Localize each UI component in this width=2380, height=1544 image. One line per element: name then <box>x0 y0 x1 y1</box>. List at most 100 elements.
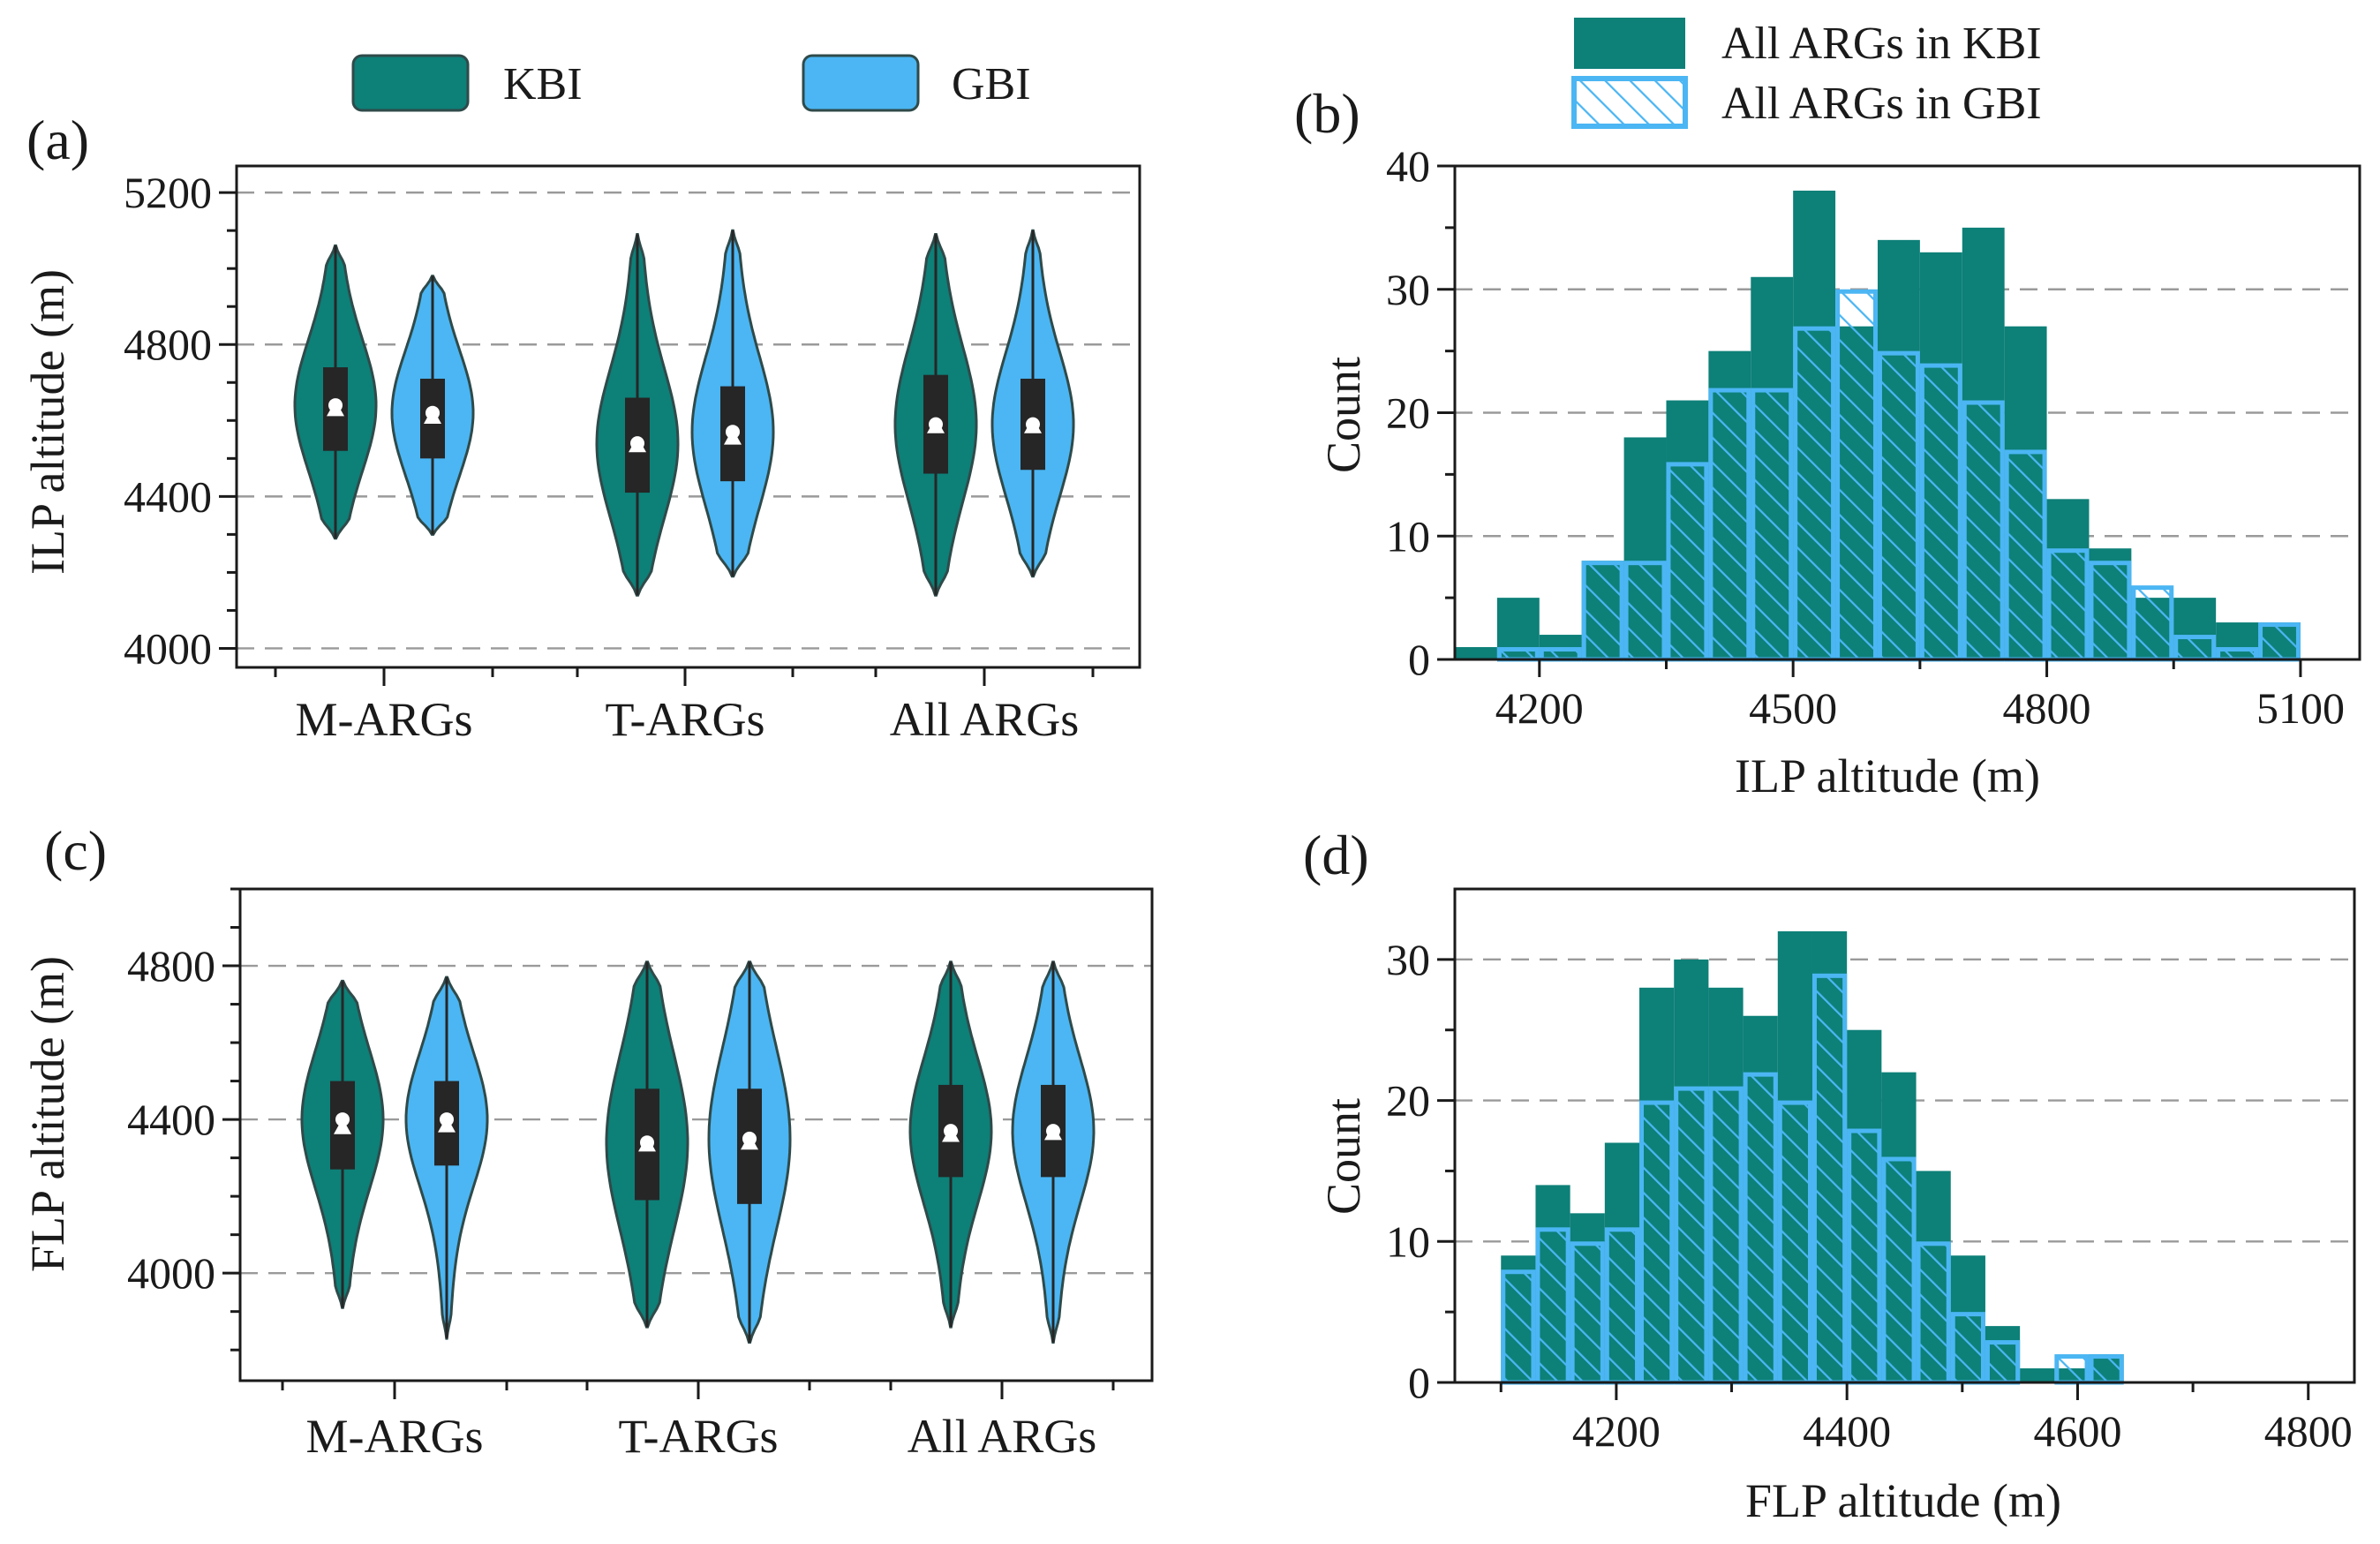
panel-d-frame <box>1453 887 2356 1384</box>
panel-b-ylabel: Count <box>1317 357 1370 473</box>
panel-a-axes: 4000 4400 4800 5200 M-ARGs T-ARGs All ARGs <box>124 168 1095 746</box>
y-tick-label: 10 <box>1386 1216 1430 1266</box>
mean-marker <box>327 400 344 417</box>
mean-marker <box>927 417 945 433</box>
mean-marker <box>1044 1124 1062 1141</box>
panel-b-bars <box>1455 190 2301 662</box>
x-tick-label: 4600 <box>2033 1406 2121 1456</box>
bar-gbi <box>1539 647 1582 662</box>
bar-gbi <box>2258 622 2301 662</box>
x-tick-label: 4200 <box>1572 1406 1661 1456</box>
panel-c-frame <box>238 887 1154 1382</box>
panel-b-label: (b) <box>1294 82 1360 145</box>
x-tick-label: All ARGs <box>908 1410 1097 1463</box>
bar-gbi <box>2089 561 2132 662</box>
y-tick-label: 10 <box>1386 511 1430 561</box>
bar-gbi <box>1835 289 1878 662</box>
y-tick-label: 0 <box>1408 1358 1430 1407</box>
y-tick-label: 30 <box>1386 265 1430 314</box>
bar-gbi <box>1674 1086 1709 1385</box>
bar-gbi <box>1535 1227 1570 1385</box>
bar-gbi <box>1793 326 1836 662</box>
y-tick-label: 40 <box>1386 141 1430 191</box>
x-tick-label: T-ARGs <box>605 693 764 746</box>
legend-hist-gbi-swatch <box>1571 76 1688 129</box>
panel-a-frame <box>235 164 1141 669</box>
panel-d-axes: 0 10 20 30 4200 4400 4600 4800 <box>1386 935 2353 1456</box>
y-tick-label: 4400 <box>127 1095 215 1144</box>
x-tick-label: 4400 <box>1803 1406 1891 1456</box>
legend-gbi-label: GBI <box>952 59 1031 109</box>
panel-a-ylabel: ILP altitude (m) <box>21 269 74 575</box>
bar-gbi <box>1581 561 1624 662</box>
y-tick-label: 0 <box>1408 635 1430 684</box>
legend-gbi-swatch <box>802 54 920 112</box>
legend-kbi-swatch <box>351 54 470 112</box>
mean-marker <box>1024 417 1042 433</box>
y-tick-label: 4000 <box>124 623 212 673</box>
bar-gbi <box>2089 1354 2124 1385</box>
x-tick-label: 4200 <box>1495 683 1584 733</box>
bar-gbi <box>1811 973 1848 1385</box>
panel-d-label: (d) <box>1303 824 1369 886</box>
bar-gbi <box>1623 561 1667 662</box>
violin-legend: KBI GBI <box>351 54 1031 112</box>
x-tick-label: T-ARGs <box>618 1410 778 1463</box>
x-tick-label: M-ARGs <box>305 1410 483 1463</box>
bar-gbi <box>1708 1086 1744 1385</box>
panel-c-axes: 4000 4400 4800 M-ARGs T-ARGs All ARGs <box>127 887 1115 1463</box>
y-tick-label: 4800 <box>127 941 215 990</box>
bar-gbi <box>1570 1241 1605 1385</box>
histogram-legend: All ARGs in KBI All ARGs in GBI <box>1571 18 2042 129</box>
bar-gbi <box>1916 1241 1951 1385</box>
x-tick-label: 4500 <box>1749 683 1837 733</box>
y-tick-label: 30 <box>1386 935 1430 984</box>
mean-marker <box>334 1118 351 1134</box>
mean-marker <box>741 1134 758 1150</box>
bar-gbi <box>1496 647 1540 662</box>
panel-d-ylabel: Count <box>1317 1098 1370 1215</box>
panel-b-xlabel: ILP altitude (m) <box>1735 749 2040 802</box>
y-tick-label: 4800 <box>124 320 212 369</box>
bar-gbi <box>1877 350 1920 662</box>
panel-d-histogram: (d) Count FLP altitude (m) 0 10 20 30 4200 44… <box>1303 824 2356 1527</box>
bar-gbi <box>2046 548 2090 662</box>
bar-gbi <box>2131 585 2174 662</box>
panel-c-violins <box>300 960 1096 1344</box>
panel-b-axes: 0 10 20 30 40 4200 4500 4800 5100 <box>1386 141 2345 733</box>
mean-marker <box>629 436 646 453</box>
panel-d-xlabel: FLP altitude (m) <box>1745 1474 2061 1527</box>
legend-hist-kbi-swatch <box>1574 18 1685 69</box>
y-tick-label: 5200 <box>124 168 212 217</box>
mean-marker <box>438 1116 456 1133</box>
y-tick-label: 20 <box>1386 1076 1430 1126</box>
bar-gbi <box>2054 1354 2090 1385</box>
bar-gbi <box>1919 363 1962 662</box>
panel-c-gridlines <box>240 964 1152 1275</box>
bar-gbi <box>1743 1072 1778 1385</box>
bar-gbi <box>2004 449 2047 662</box>
bar-gbi <box>1985 1340 2021 1385</box>
x-tick-label: 5100 <box>2256 683 2345 733</box>
x-tick-label: M-ARGs <box>295 693 472 746</box>
mean-marker <box>638 1135 656 1152</box>
bar-gbi <box>1962 400 2005 662</box>
y-tick-label: 4400 <box>124 471 212 521</box>
legend-hist-gbi-label: All ARGs in GBI <box>1721 79 2042 129</box>
x-tick-label: All ARGs <box>890 693 1080 746</box>
mean-marker <box>942 1126 960 1142</box>
panel-c-label: (c) <box>44 819 107 882</box>
bar-kbi <box>2020 1368 2055 1382</box>
bar-gbi <box>1708 388 1751 662</box>
bar-gbi <box>1881 1156 1917 1385</box>
bar-gbi <box>1501 1269 1536 1385</box>
panel-c-violin: (c) FLP altitude (m) 4000 4400 4800 M-ARGs T… <box>21 819 1154 1463</box>
bar-gbi <box>1777 1100 1812 1385</box>
mean-marker <box>724 428 742 445</box>
panel-a-violins <box>293 229 1075 597</box>
x-tick-label: 4800 <box>2003 683 2091 733</box>
bar-gbi <box>2216 647 2259 662</box>
x-tick-label: 4800 <box>2264 1406 2353 1456</box>
bar-gbi <box>1666 462 1709 662</box>
